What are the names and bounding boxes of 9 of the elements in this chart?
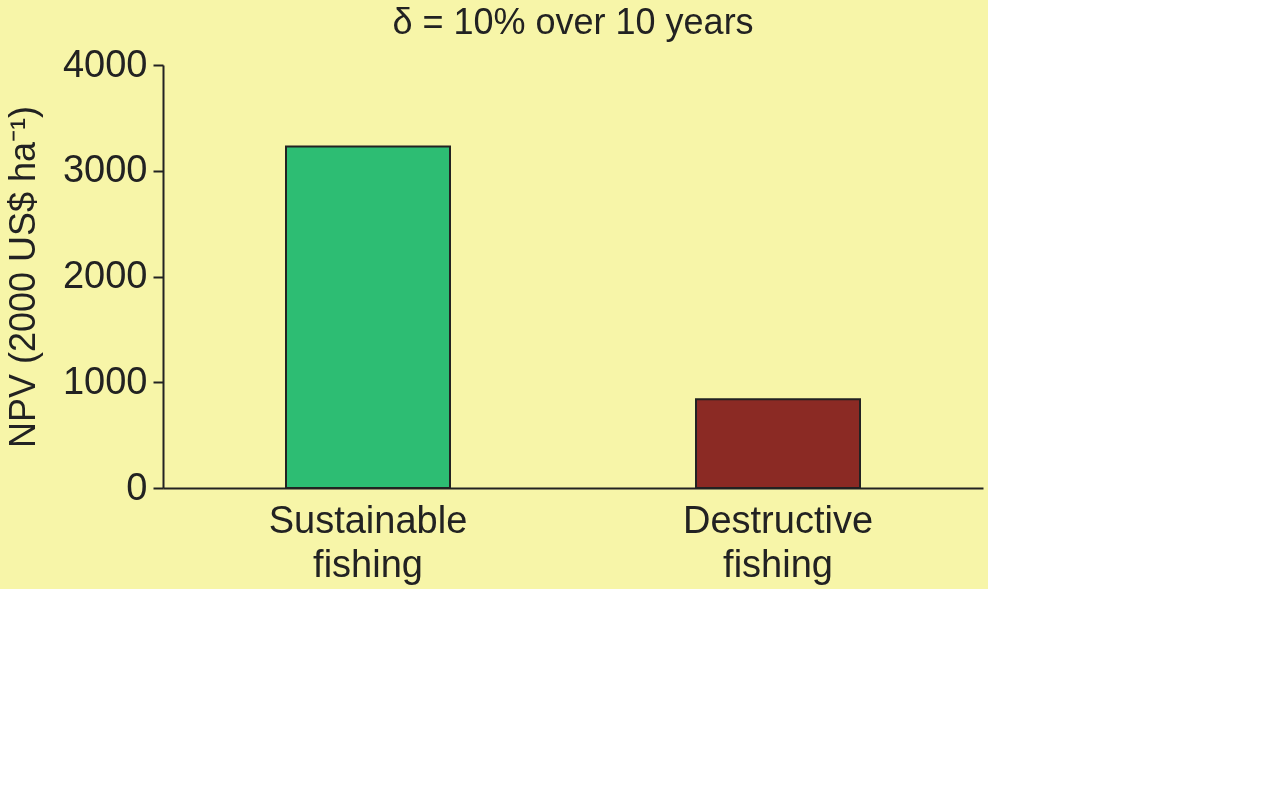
y-tick-label: 4000 — [62, 42, 148, 85]
y-tick-label: 0 — [126, 465, 148, 508]
x-tick-label: Sustainable fishing — [268, 498, 468, 585]
x-tick-label: Destructive fishing — [682, 498, 874, 585]
chart-title: δ = 10% over 10 years — [392, 1, 754, 42]
y-tick-label: 2000 — [62, 254, 148, 296]
y-tick-label: 3000 — [62, 148, 148, 191]
y-tick-label: 1000 — [62, 359, 148, 402]
y-axis-title: NPV (2000 US$ ha⁻¹) — [1, 105, 43, 449]
